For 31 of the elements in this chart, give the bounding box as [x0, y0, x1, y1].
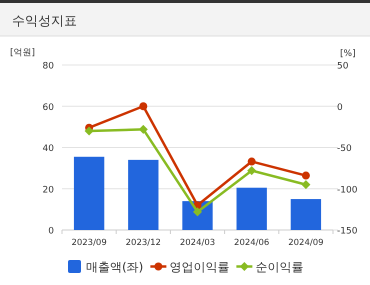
x-tick-label: 2023/12: [126, 238, 161, 248]
y-tick-label: 20: [42, 185, 54, 196]
bar: [290, 199, 322, 230]
y2-tick-label: -150: [337, 226, 358, 236]
y-tick-label: 60: [42, 102, 54, 113]
x-tick-label: 2024/06: [234, 238, 270, 248]
x-tick-label: 2024/09: [288, 238, 324, 248]
x-tick-label: 2024/03: [180, 238, 216, 248]
y-tick-label: 0: [48, 226, 54, 236]
legend-label: 영업이익률: [169, 260, 230, 274]
legend-label: 매출액(좌): [86, 260, 144, 274]
point: [248, 158, 256, 166]
y2-tick-label: 50: [337, 62, 349, 72]
y-tick-label: 80: [42, 62, 54, 72]
y2-tick-label: 0: [337, 102, 343, 113]
y2-axis-title: [%]: [340, 49, 356, 59]
point: [301, 180, 310, 190]
x-tick-label: 2023/09: [71, 238, 107, 248]
legend-label: 순이익률: [255, 260, 304, 274]
y2-tick-label: -50: [337, 144, 352, 154]
bar: [74, 156, 104, 230]
point: [138, 124, 148, 134]
point: [139, 102, 148, 110]
point: [247, 166, 256, 176]
bar: [236, 188, 267, 230]
chart-title: 수익성지표: [12, 14, 77, 29]
bar: [128, 160, 158, 230]
y-axis-title: [억원]: [10, 48, 36, 58]
point: [302, 172, 310, 180]
y2-tick-label: -100: [337, 185, 358, 196]
y-tick-label: 40: [42, 144, 54, 154]
